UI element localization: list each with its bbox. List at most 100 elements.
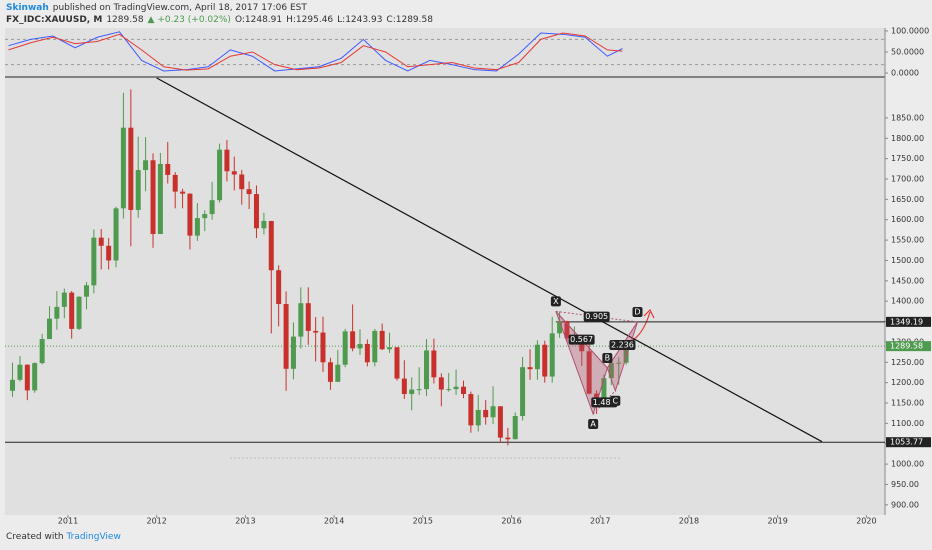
candle-body [150,160,156,234]
candle-body [387,347,393,350]
candle-body [379,330,385,350]
y-tick-label: 1800.00 [891,134,924,143]
level-label: 1289.58 [890,342,923,351]
candle-body [24,364,30,391]
y-tick-label: 900.00 [891,500,919,509]
candle-body [608,362,614,379]
pattern-point: X [553,297,559,306]
pattern-ratio: 2.236 [611,340,634,349]
y-tick-label: 1600.00 [891,215,924,224]
candle-body [527,367,533,370]
candle-body [438,377,444,390]
pattern-point-box [588,418,599,429]
brand[interactable]: TradingView [66,532,121,542]
y-tick-label: 1550.00 [891,236,924,245]
x-tick-label: 2016 [501,517,521,526]
candle-body [180,191,186,194]
candle-body [76,296,82,329]
open: O:1248.91 [234,15,283,25]
candle-body [135,170,141,210]
candle-body [320,332,326,363]
candle-body [327,362,333,382]
pattern-ratio-box [568,334,595,345]
candle-body [623,346,629,363]
candle-body [268,220,274,271]
y-tick-label: 1650.00 [891,195,924,204]
x-tick-label: 2011 [58,517,78,526]
candle-body [246,189,252,195]
candle-body [446,389,452,391]
published: published on TradingView.com, April 18, … [52,3,307,13]
x-tick-label: 2012 [147,517,167,526]
level-box [886,316,931,327]
candle-body [520,367,526,417]
candle-body [342,331,348,365]
x-tick-label: 2018 [679,517,699,526]
level-box [886,437,931,448]
y-tick-label: 1100.00 [891,419,924,428]
chart: 900.00950.001000.001050.001100.001150.00… [5,26,931,526]
candle-body [564,321,570,339]
pattern-ratio-box [609,339,636,350]
candle-body [305,303,311,331]
candle-body [335,364,341,382]
y-tick-label: 1250.00 [891,358,924,367]
y-tick-label: 1150.00 [891,399,924,408]
publisher[interactable]: Skinwah [6,3,49,13]
candle-body [549,333,555,377]
change: ▲ +0.23 (+0.02%) [147,15,231,25]
candle-body [83,285,89,297]
candle-body [416,389,422,391]
candle-body [106,245,112,261]
x-tick-label: 2019 [767,517,787,526]
indicator-tick-label: 50.0000 [891,48,924,57]
candle-body [113,208,119,261]
candle-body [39,339,45,364]
candle-body [401,378,407,395]
candle-body [98,237,104,246]
plot-bg [5,28,885,515]
candle-body [10,379,16,391]
candle-body [542,344,548,377]
candle-body [253,194,259,229]
y-tick-label: 1000.00 [891,460,924,469]
x-tick-label: 2020 [856,517,876,526]
candle-body [194,218,200,236]
x-tick-label: 2013 [235,517,255,526]
pattern-point: B [605,353,611,362]
header: Skinwah published on TradingView.com, Apr… [6,2,437,26]
candle-body [505,437,511,440]
candle-body [17,364,23,380]
candle-body [357,343,363,349]
candle-body [165,163,171,175]
pattern-ratio: 0.567 [570,335,593,344]
candle-body [217,149,223,201]
pattern-point: A [590,419,596,428]
x-tick-label: 2015 [413,517,433,526]
candle-body [461,386,467,395]
footer: Created with TradingView [6,532,121,542]
pattern-point: C [613,396,619,405]
x-tick-label: 2017 [590,517,610,526]
price: 1289.58 [106,15,144,25]
y-tick-label: 1200.00 [891,378,924,387]
candle-body [128,127,134,210]
candle-body [224,149,230,172]
candle-body [61,292,67,307]
y-tick-label: 1750.00 [891,154,924,163]
candle-body [372,330,378,363]
x-tick-label: 2014 [324,517,344,526]
candle-body [475,409,481,426]
pattern-point-box [550,296,561,307]
symbol: FX_IDC:XAUUSD, M [6,15,103,25]
level-label: 1349.19 [890,317,923,326]
candle-body [157,163,163,234]
candle-body [276,270,282,305]
candle-body [534,344,540,370]
candle-body [290,336,296,369]
pattern-point-box [610,395,621,406]
candle-body [209,200,215,215]
candle-body [409,389,415,395]
y-tick-label: 1450.00 [891,276,924,285]
candle-body [557,321,563,334]
